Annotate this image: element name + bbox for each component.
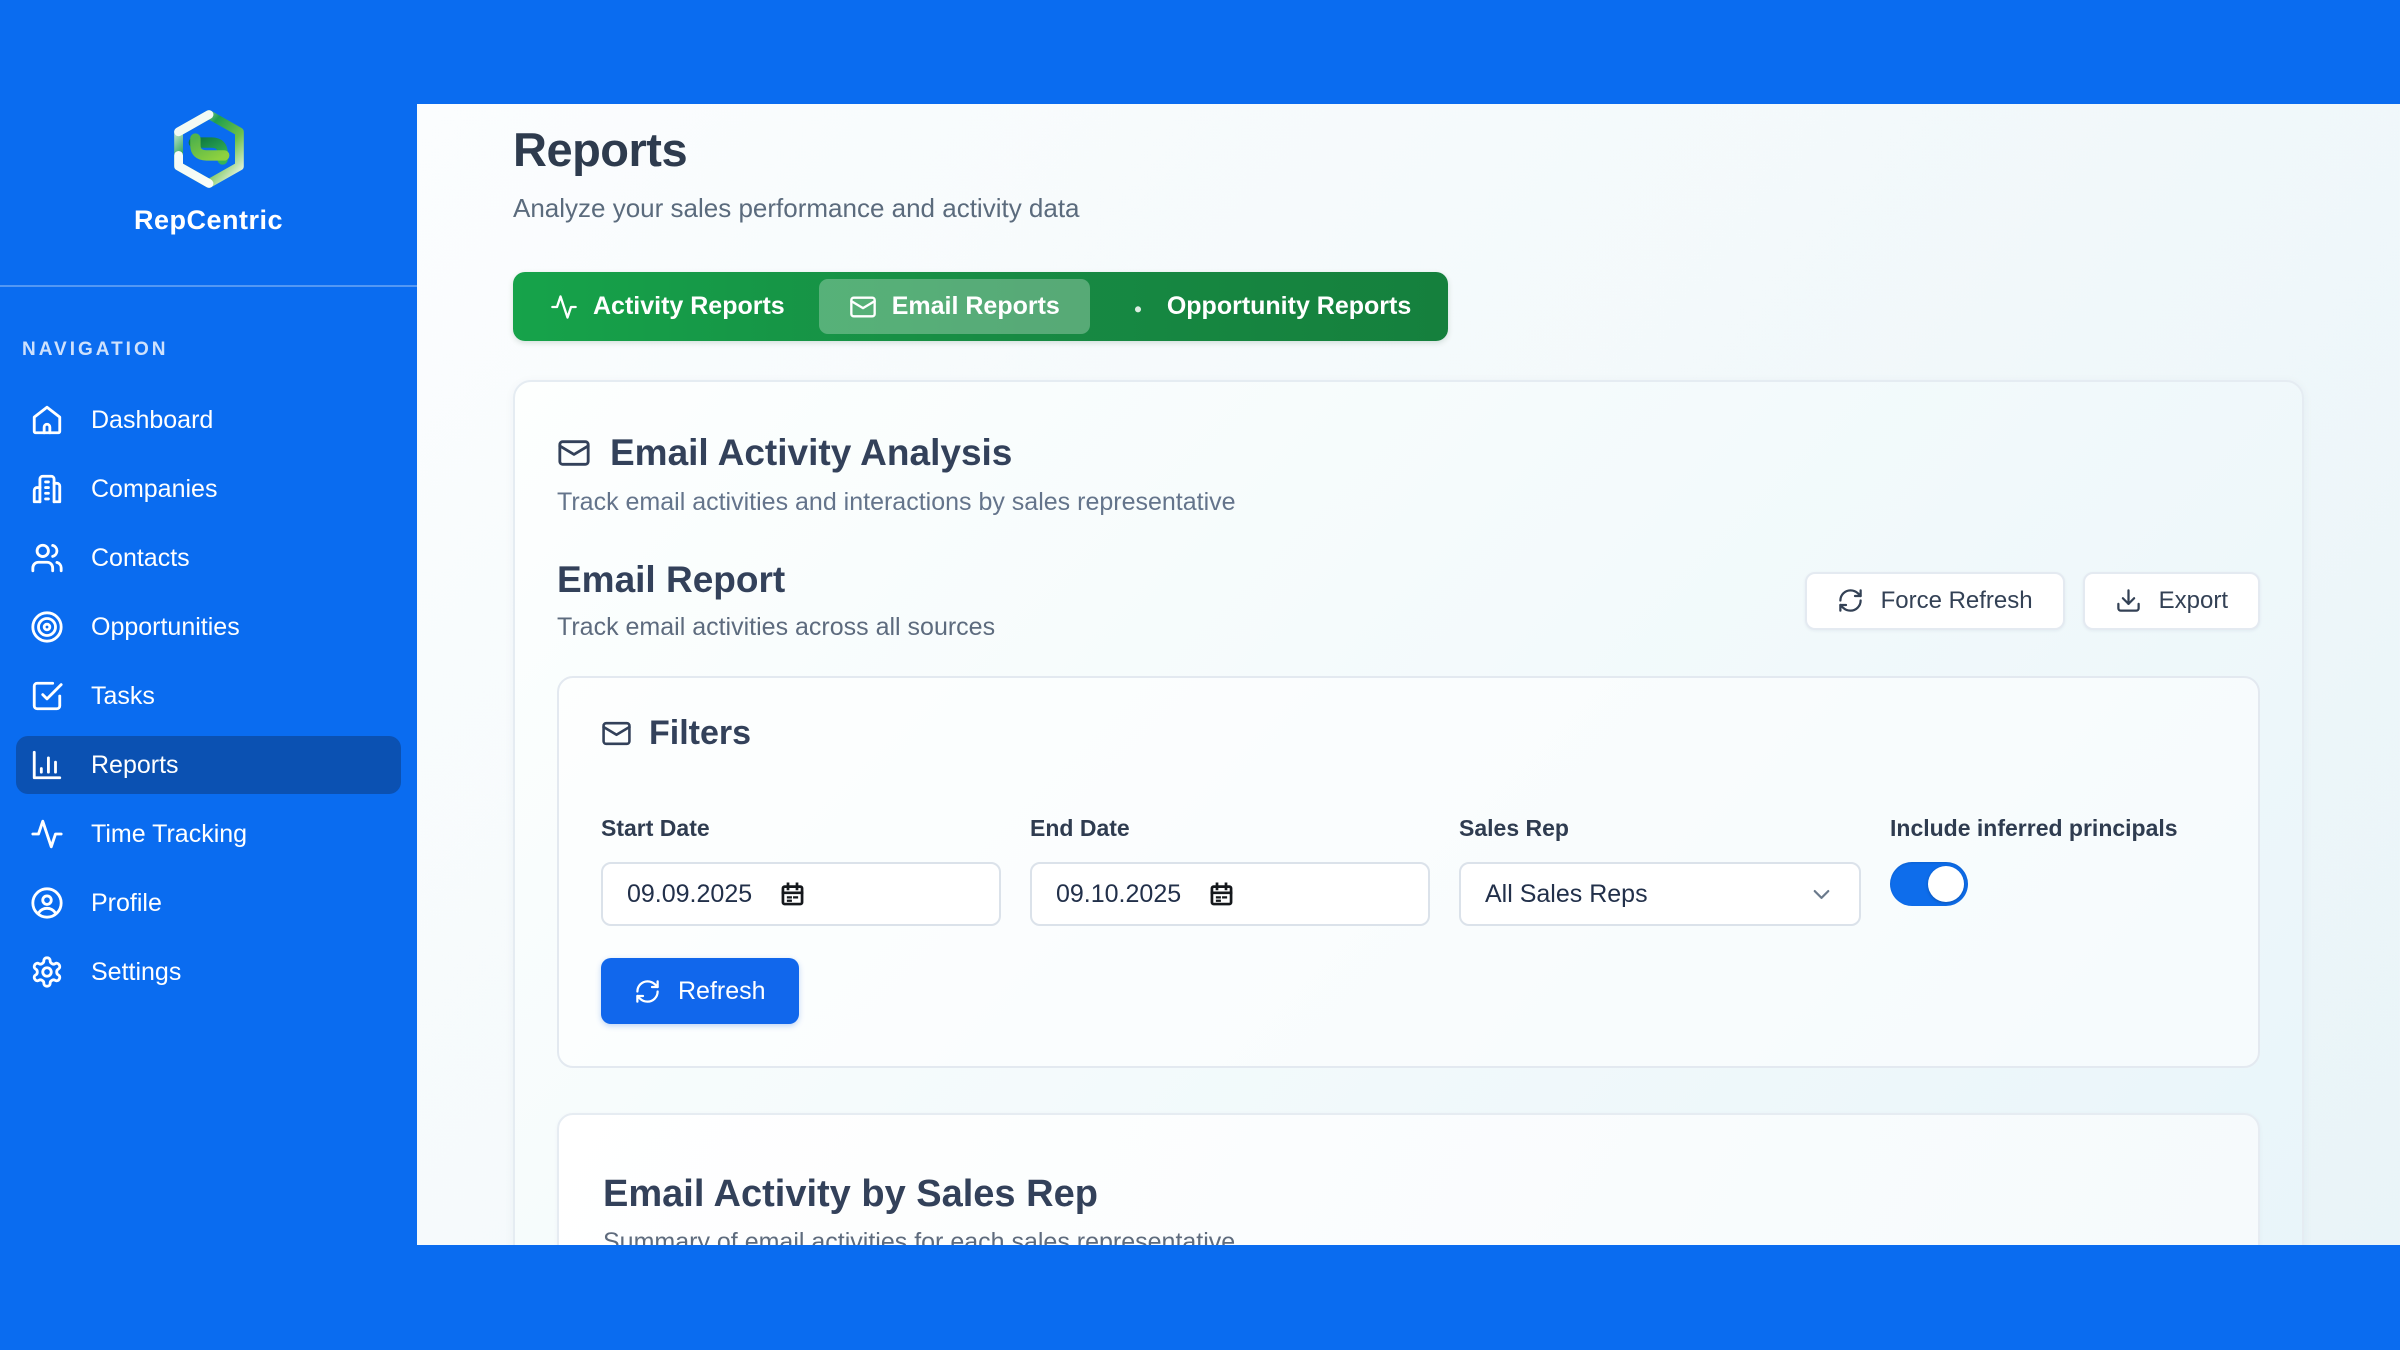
home-icon <box>30 403 64 437</box>
sidebar-nav: NAVIGATION Dashboard Companies Contacts … <box>0 339 417 1001</box>
start-date-label: Start Date <box>601 815 710 841</box>
toggle-knob <box>1928 866 1964 902</box>
sidebar-item-profile[interactable]: Profile <box>16 874 401 932</box>
dot-icon <box>1124 293 1152 321</box>
by-rep-title: Email Activity by Sales Rep <box>603 1173 1098 1215</box>
check-square-icon <box>30 679 64 713</box>
tab-email-reports[interactable]: Email Reports <box>818 279 1090 334</box>
tab-activity-reports[interactable]: Activity Reports <box>520 279 815 334</box>
chevron-down-icon <box>1808 881 1835 908</box>
calendar-icon[interactable] <box>1208 881 1235 908</box>
report-header-row: Email Report Track email activities acro… <box>557 559 2260 642</box>
mail-icon <box>601 718 632 749</box>
report-title: Email Report <box>557 559 786 600</box>
sidebar-item-opportunities[interactable]: Opportunities <box>16 598 401 656</box>
by-rep-subtitle: Summary of email activities for each sal… <box>603 1228 1236 1245</box>
brand-name: RepCentric <box>133 205 284 235</box>
sidebar-item-label: Tasks <box>91 681 155 710</box>
nav-section-label: NAVIGATION <box>22 339 169 360</box>
tab-opportunity-reports[interactable]: Opportunity Reports <box>1094 279 1441 334</box>
end-date-input[interactable]: 09.10.2025 <box>1030 862 1430 926</box>
sidebar-item-companies[interactable]: Companies <box>16 460 401 518</box>
sidebar-item-label: Reports <box>91 750 179 779</box>
calendar-icon[interactable] <box>779 881 806 908</box>
sidebar-item-label: Profile <box>91 888 162 917</box>
sidebar-item-label: Settings <box>91 957 182 986</box>
reports-tabbar: Activity Reports Email Reports Opportuni… <box>513 272 1449 341</box>
start-date-input[interactable]: 09.09.2025 <box>601 862 1001 926</box>
sidebar-item-label: Contacts <box>91 543 190 572</box>
users-icon <box>30 541 64 575</box>
sidebar-item-settings[interactable]: Settings <box>16 943 401 1001</box>
page-subtitle: Analyze your sales performance and activ… <box>513 193 1080 223</box>
filters-grid: Start Date 09.09.2025 End Date 09.10.202… <box>601 815 2216 926</box>
sidebar-item-time-tracking[interactable]: Time Tracking <box>16 805 401 863</box>
tab-label: Opportunity Reports <box>1166 292 1412 320</box>
sales-rep-label: Sales Rep <box>1459 815 1569 841</box>
filters-title: Filters <box>649 714 752 752</box>
sidebar-item-contacts[interactable]: Contacts <box>16 529 401 587</box>
sidebar-item-label: Opportunities <box>91 612 240 641</box>
sidebar-item-label: Companies <box>91 474 218 503</box>
repcentric-logo-icon <box>173 110 244 188</box>
bar-chart-icon <box>30 748 64 782</box>
sidebar-item-label: Time Tracking <box>91 819 248 848</box>
sidebar-item-reports[interactable]: Reports <box>16 736 401 794</box>
mail-icon <box>849 293 877 321</box>
export-button[interactable]: Export <box>2082 571 2260 630</box>
gear-icon <box>30 955 64 989</box>
mail-icon <box>557 436 591 470</box>
inferred-principals-label: Include inferred principals <box>1890 815 2178 841</box>
sidebar-item-label: Dashboard <box>91 405 214 434</box>
section-subtitle: Track email activities and interactions … <box>557 488 1236 516</box>
user-circle-icon <box>30 886 64 920</box>
activity-icon <box>550 293 578 321</box>
refresh-icon <box>634 978 661 1005</box>
filters-card: Filters Start Date 09.09.2025 End Date 0… <box>557 676 2260 1068</box>
email-activity-analysis-card: Email Activity Analysis Track email acti… <box>513 380 2304 1245</box>
report-actions: Force Refresh Export <box>1804 571 2260 630</box>
section-header: Email Activity Analysis <box>557 432 2260 474</box>
target-icon <box>30 610 64 644</box>
tab-label: Activity Reports <box>593 292 785 320</box>
main-panel: Reports Analyze your sales performance a… <box>417 104 2400 1245</box>
refresh-icon <box>1837 587 1864 614</box>
building-icon <box>30 472 64 506</box>
page-title: Reports <box>513 123 688 176</box>
end-date-label: End Date <box>1030 815 1130 841</box>
section-title: Email Activity Analysis <box>610 432 1013 473</box>
activity-icon <box>30 817 64 851</box>
sidebar-item-dashboard[interactable]: Dashboard <box>16 391 401 449</box>
logo-block: RepCentric <box>0 0 417 287</box>
refresh-button[interactable]: Refresh <box>601 958 799 1024</box>
sidebar-item-tasks[interactable]: Tasks <box>16 667 401 725</box>
filters-header: Filters <box>601 714 2216 753</box>
inferred-principals-toggle[interactable] <box>1890 862 1968 906</box>
force-refresh-button[interactable]: Force Refresh <box>1804 571 2065 630</box>
download-icon <box>2115 587 2142 614</box>
sidebar: RepCentric NAVIGATION Dashboard Companie… <box>0 0 417 1350</box>
email-activity-by-rep-card: Email Activity by Sales Rep Summary of e… <box>557 1113 2260 1245</box>
sales-rep-select[interactable]: All Sales Reps <box>1459 862 1861 926</box>
report-subtitle: Track email activities across all source… <box>557 613 996 641</box>
tab-label: Email Reports <box>891 292 1060 320</box>
